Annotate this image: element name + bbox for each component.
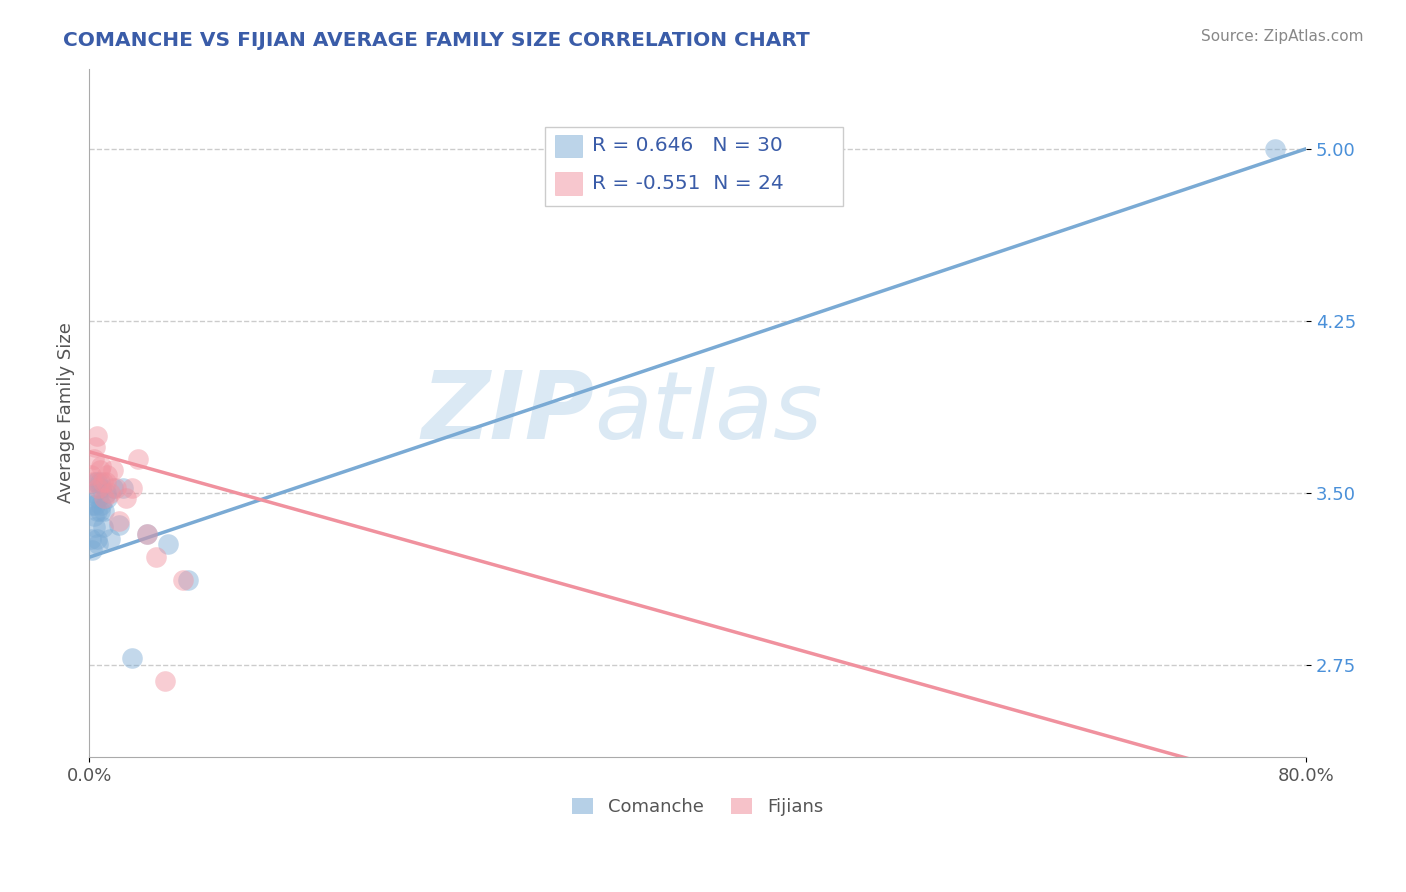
Point xyxy=(89,463,111,477)
Text: R = 0.646   N = 30: R = 0.646 N = 30 xyxy=(592,136,782,155)
Point xyxy=(93,504,115,518)
FancyBboxPatch shape xyxy=(555,135,582,157)
Point xyxy=(90,482,112,496)
Point xyxy=(157,536,180,550)
Text: R = -0.551  N = 24: R = -0.551 N = 24 xyxy=(592,174,783,193)
Point xyxy=(86,532,108,546)
Point xyxy=(84,475,107,489)
Point xyxy=(1264,142,1286,156)
Point xyxy=(127,451,149,466)
Point xyxy=(98,486,121,500)
Point xyxy=(96,467,118,482)
Point xyxy=(82,475,104,489)
Point xyxy=(90,458,112,473)
Point xyxy=(94,475,117,489)
Point xyxy=(79,532,101,546)
Point xyxy=(86,428,108,442)
Legend: Comanche, Fijians: Comanche, Fijians xyxy=(565,791,831,823)
FancyBboxPatch shape xyxy=(555,172,582,194)
Point xyxy=(98,532,121,546)
Point xyxy=(135,527,157,541)
Point xyxy=(135,527,157,541)
Point xyxy=(108,518,131,533)
Point xyxy=(93,491,115,505)
Y-axis label: Average Family Size: Average Family Size xyxy=(58,322,75,503)
Point xyxy=(87,536,110,550)
Point xyxy=(96,491,118,505)
Point xyxy=(91,520,114,534)
Point xyxy=(84,498,107,512)
Point xyxy=(91,475,114,489)
Point xyxy=(87,482,110,496)
Point xyxy=(121,482,143,496)
Point xyxy=(103,463,125,477)
Point xyxy=(94,486,117,500)
Point xyxy=(82,543,104,558)
Point xyxy=(153,674,176,689)
Point xyxy=(79,467,101,482)
Point xyxy=(82,498,104,512)
Text: COMANCHE VS FIJIAN AVERAGE FAMILY SIZE CORRELATION CHART: COMANCHE VS FIJIAN AVERAGE FAMILY SIZE C… xyxy=(63,31,810,50)
Point xyxy=(90,498,112,512)
Point xyxy=(121,651,143,665)
Point xyxy=(111,482,134,496)
Point xyxy=(177,574,200,588)
Text: ZIP: ZIP xyxy=(422,367,595,458)
Point xyxy=(89,504,111,518)
Point xyxy=(105,482,128,496)
Point xyxy=(145,550,167,565)
Point xyxy=(1188,784,1211,798)
Point xyxy=(114,491,136,505)
Text: atlas: atlas xyxy=(595,368,823,458)
Point xyxy=(84,520,107,534)
Point xyxy=(103,482,125,496)
Point xyxy=(89,475,111,489)
FancyBboxPatch shape xyxy=(546,127,844,206)
Point xyxy=(87,491,110,505)
Point xyxy=(86,475,108,489)
Text: Source: ZipAtlas.com: Source: ZipAtlas.com xyxy=(1201,29,1364,44)
Point xyxy=(83,508,105,523)
Point xyxy=(108,514,131,528)
Point xyxy=(84,440,107,454)
Point xyxy=(83,486,105,500)
Point xyxy=(83,451,105,466)
Point xyxy=(172,574,194,588)
Point xyxy=(86,504,108,518)
